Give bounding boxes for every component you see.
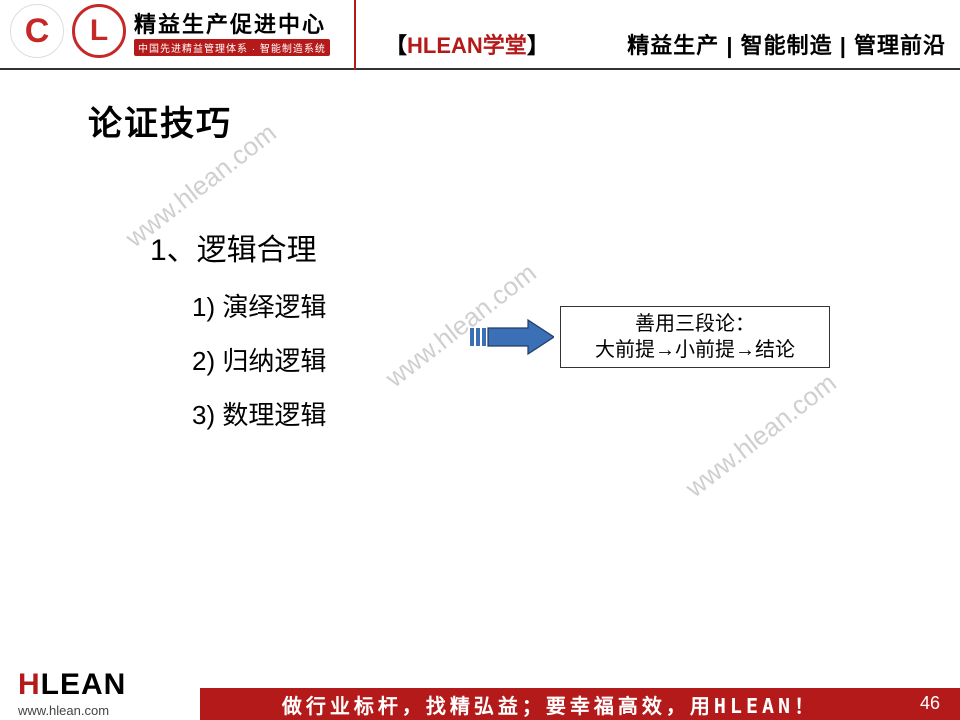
- logo-text-sub: 中国先进精益管理体系 · 智能制造系统: [134, 39, 330, 56]
- logo-text: 精益生产促进中心 中国先进精益管理体系 · 智能制造系统: [134, 7, 330, 56]
- logo-text-main: 精益生产促进中心: [134, 7, 330, 39]
- header-center-brand: 【HLEAN学堂】: [385, 28, 549, 60]
- logo-l-icon: L: [72, 4, 126, 58]
- slide-title: 论证技巧: [88, 96, 232, 145]
- sub-point-list: 1) 演绎逻辑 2) 归纳逻辑 3) 数理逻辑: [192, 280, 326, 442]
- footer-slogan-bar: 做行业标杆，找精弘益；要幸福高效，用HLEAN！: [200, 688, 960, 720]
- arrow-icon: [470, 318, 554, 356]
- page-number: 46: [920, 693, 940, 714]
- footer-url: www.hlean.com: [18, 703, 109, 718]
- header-logo-block: C L 精益生产促进中心 中国先进精益管理体系 · 智能制造系统: [10, 4, 350, 58]
- sub-point-1: 1) 演绎逻辑: [192, 280, 326, 334]
- footer-logo: HLEAN: [18, 668, 126, 702]
- logo-c-icon: C: [10, 4, 64, 58]
- header-divider: [354, 0, 356, 70]
- header-bar: C L 精益生产促进中心 中国先进精益管理体系 · 智能制造系统 【HLEAN学…: [0, 0, 960, 70]
- watermark: www.hlean.com: [680, 367, 843, 504]
- main-point: 1、逻辑合理: [150, 225, 317, 269]
- header-right-tagline: 精益生产 | 智能制造 | 管理前沿: [627, 28, 946, 60]
- sub-point-2: 2) 归纳逻辑: [192, 334, 326, 388]
- sub-point-3: 3) 数理逻辑: [192, 388, 326, 442]
- callout-line-2: 大前提→小前提→结论: [595, 337, 795, 363]
- footer: HLEAN www.hlean.com 做行业标杆，找精弘益；要幸福高效，用HL…: [0, 668, 960, 720]
- callout-line-1: 善用三段论：: [635, 311, 755, 337]
- callout-box: 善用三段论： 大前提→小前提→结论: [560, 306, 830, 368]
